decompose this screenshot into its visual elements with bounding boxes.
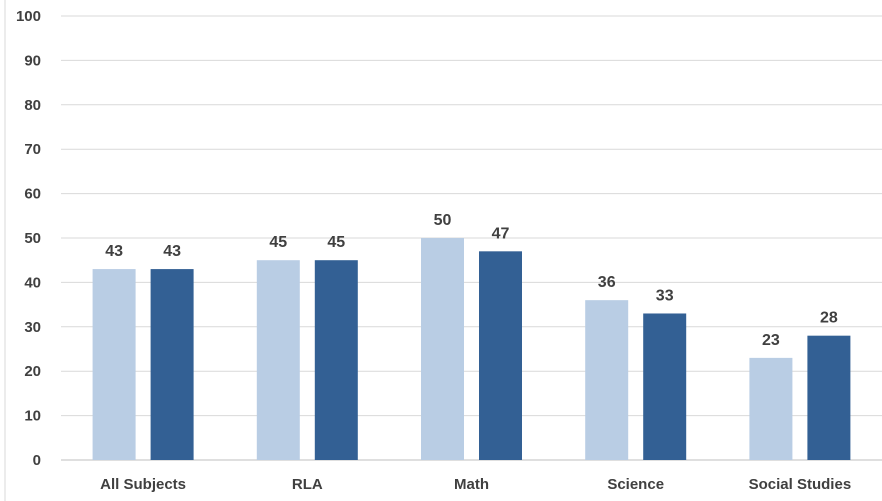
y-tick-label: 50 [24, 230, 41, 247]
bar-series-2 [150, 269, 194, 460]
y-tick-label: 0 [33, 452, 41, 469]
data-label: 43 [163, 243, 181, 260]
data-label: 36 [598, 274, 616, 291]
data-labels: 43 43 45 45 50 47 36 33 23 28 [105, 212, 838, 349]
y-tick-label: 20 [24, 363, 41, 380]
bar-series-1 [421, 238, 464, 460]
data-label: 45 [327, 234, 345, 251]
bar-series-1 [256, 260, 300, 460]
category-label: All Subjects [100, 476, 186, 493]
data-label: 45 [269, 234, 287, 251]
y-tick-label: 40 [24, 274, 41, 291]
y-tick-label: 70 [24, 141, 41, 158]
bar-series-2 [643, 313, 687, 460]
bars [92, 238, 851, 460]
bar-series-1 [585, 300, 629, 460]
data-label: 43 [105, 243, 123, 260]
data-label: 50 [434, 212, 452, 229]
data-label: 33 [656, 287, 674, 304]
data-label: 47 [492, 225, 510, 242]
gridlines [61, 15, 882, 461]
bar-series-1 [749, 357, 793, 460]
bar-series-2 [807, 335, 851, 460]
category-label: Science [607, 476, 664, 493]
y-axis-ticks: 0 10 20 30 40 50 60 70 80 90 100 [16, 8, 41, 469]
y-tick-label: 80 [24, 97, 41, 114]
category-label: RLA [292, 476, 323, 493]
y-tick-label: 30 [24, 319, 41, 336]
bar-series-2 [479, 251, 522, 460]
category-label: Math [454, 476, 489, 493]
category-label: Social Studies [749, 476, 852, 493]
bar-series-2 [314, 260, 358, 460]
y-tick-label: 100 [16, 8, 41, 25]
y-tick-label: 60 [24, 186, 41, 203]
x-axis-categories: All Subjects RLA Math Science Social Studies [100, 476, 851, 493]
y-tick-label: 90 [24, 52, 41, 69]
y-tick-label: 10 [24, 408, 41, 425]
data-label: 23 [762, 332, 780, 349]
data-label: 28 [820, 310, 838, 327]
bar-series-1 [92, 269, 136, 460]
